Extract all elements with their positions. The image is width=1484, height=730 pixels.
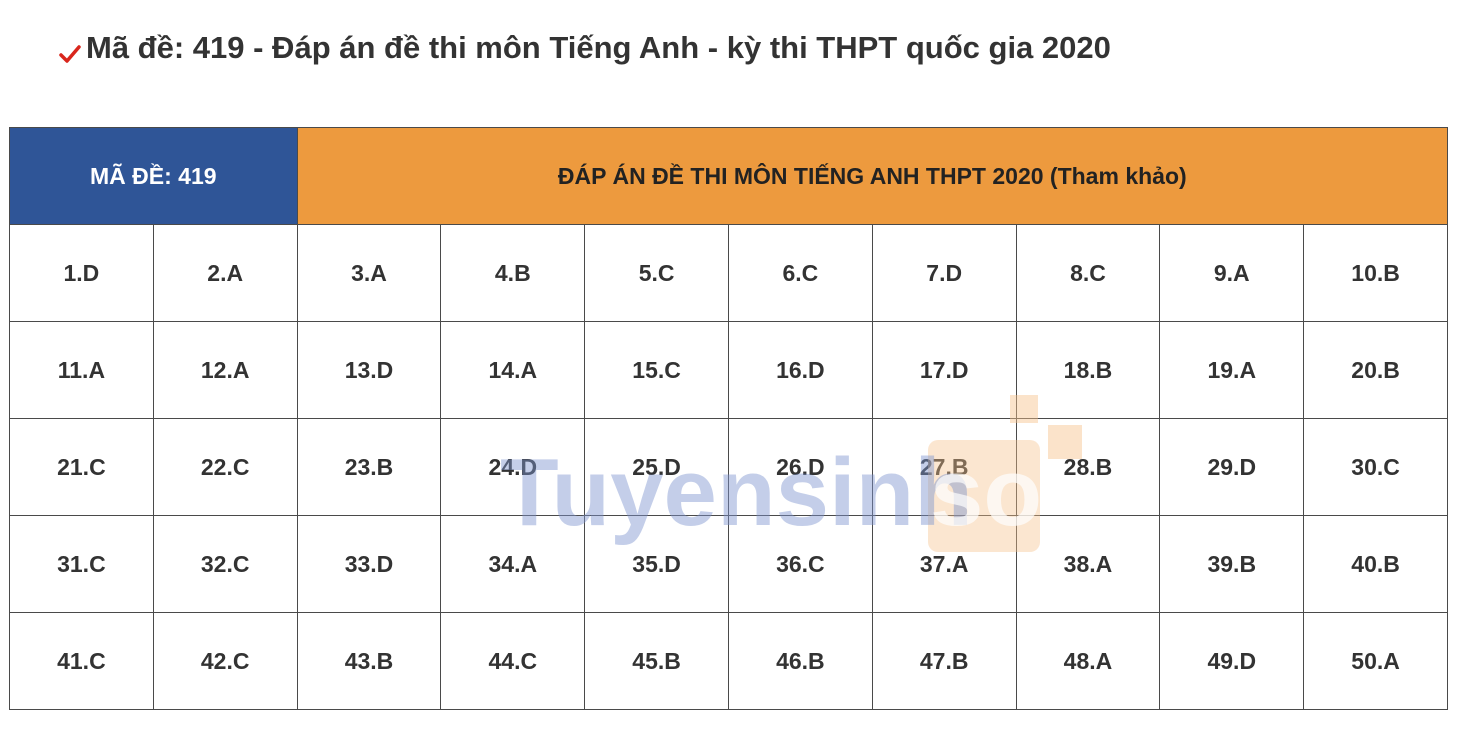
answer-cell: 35.D: [584, 515, 729, 613]
answer-cell: 10.B: [1303, 224, 1448, 322]
answer-cell: 14.A: [440, 321, 586, 419]
answer-cell: 36.C: [727, 515, 873, 613]
header-cell: MÃ ĐỀ: 419: [9, 127, 298, 225]
header-row: MÃ ĐỀ: 419 ĐÁP ÁN ĐỀ THI MÔN TIẾNG ANH T…: [9, 127, 1449, 225]
answer-cell: 25.D: [584, 418, 729, 516]
answer-cell: 46.B: [727, 612, 873, 710]
answer-table: MÃ ĐỀ: 419 ĐÁP ÁN ĐỀ THI MÔN TIẾNG ANH T…: [9, 127, 1449, 710]
answer-cell: 18.B: [1015, 321, 1161, 419]
answer-cell: 32.C: [152, 515, 298, 613]
answer-cell: 9.A: [1159, 224, 1305, 322]
answer-row: 11.A 12.A 13.D 14.A 15.C 16.D 17.D 18.B 19.A 20.B: [9, 321, 1448, 419]
answer-cell: 38.A: [1015, 515, 1161, 613]
answer-cell: 20.B: [1303, 321, 1448, 419]
answer-cell: 23.B: [296, 418, 442, 516]
answer-cell: 48.A: [1015, 612, 1161, 710]
answer-cell: 13.D: [296, 321, 442, 419]
answer-cell: 39.B: [1159, 515, 1305, 613]
answer-cell: 50.A: [1303, 612, 1448, 710]
answer-cell: 29.D: [1159, 418, 1305, 516]
answer-row: 41.C 42.C 43.B 44.C 45.B 46.B 47.B 48.A 49.D 50.A: [9, 612, 1448, 710]
answer-cell: 6.C: [727, 224, 873, 322]
answer-cell: 49.D: [1159, 612, 1305, 710]
answer-cell: 3.A: [296, 224, 442, 322]
answer-cell: 45.B: [584, 612, 729, 710]
answer-cell: 2.A: [152, 224, 298, 322]
answer-cell: 47.B: [871, 612, 1017, 710]
answer-cell: 37.A: [871, 515, 1017, 613]
answer-cell: 16.D: [727, 321, 873, 419]
answer-cell: 7.D: [871, 224, 1017, 322]
answer-cell: 40.B: [1303, 515, 1448, 613]
answer-cell: 27.B: [871, 418, 1017, 516]
answer-cell: 30.C: [1303, 418, 1448, 516]
answer-cell: 31.C: [9, 515, 154, 613]
answer-cell: 8.C: [1015, 224, 1161, 322]
answer-cell: 22.C: [152, 418, 298, 516]
answer-cell: 4.B: [440, 224, 586, 322]
answer-cell: 42.C: [152, 612, 298, 710]
answer-cell: 17.D: [871, 321, 1017, 419]
answer-cell: 19.A: [1159, 321, 1305, 419]
answer-cell: 28.B: [1015, 418, 1161, 516]
answer-cell: 11.A: [9, 321, 154, 419]
answer-cell: 1.D: [9, 224, 154, 322]
answer-cell: 24.D: [440, 418, 586, 516]
title: Mã đề: 419 - Đáp án đề thi môn Tiếng Anh…: [86, 30, 1111, 65]
answer-row: 21.C 22.C 23.B 24.D 25.D 26.D 27.B 28.B 29.D 30.C: [9, 418, 1448, 516]
header-cell: ĐÁP ÁN ĐỀ THI MÔN TIẾNG ANH THPT 2020 (T…: [296, 127, 1449, 225]
answer-cell: 33.D: [296, 515, 442, 613]
answer-cell: 5.C: [584, 224, 729, 322]
answer-cell: 15.C: [584, 321, 729, 419]
answer-row: 1.D 2.A 3.A 4.B 5.C 6.C 7.D 8.C 9.A 10.B: [9, 224, 1448, 322]
answer-cell: 43.B: [296, 612, 442, 710]
answer-cell: 34.A: [440, 515, 586, 613]
table-body: MÃ ĐỀ: 419 ĐÁP ÁN ĐỀ THI MÔN TIẾNG ANH T…: [9, 127, 1449, 710]
answer-cell: 44.C: [440, 612, 586, 710]
check-icon: [59, 45, 81, 63]
answer-cell: 21.C: [9, 418, 154, 516]
answer-row: 31.C 32.C 33.D 34.A 35.D 36.C 37.A 38.A 39.B 40.B: [9, 515, 1448, 613]
answer-cell: 26.D: [727, 418, 873, 516]
answer-cell: 12.A: [152, 321, 298, 419]
answer-cell: 41.C: [9, 612, 154, 710]
